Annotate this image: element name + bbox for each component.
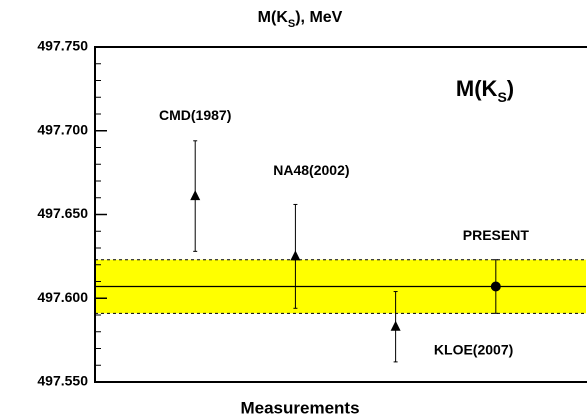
y-tick-label: 497.550 <box>37 373 88 389</box>
title-sub: S <box>288 18 295 30</box>
title-part: M(K <box>258 9 289 26</box>
chart-title: M(KS), MeV <box>258 9 343 30</box>
point-label: NA48(2002) <box>273 162 349 178</box>
point-label: PRESENT <box>463 227 530 243</box>
inset-sub: S <box>497 89 506 105</box>
marker <box>490 281 501 292</box>
y-tick-label: 497.650 <box>37 205 88 221</box>
point-label: CMD(1987) <box>159 107 231 123</box>
title-part: ), MeV <box>295 9 342 26</box>
inset-label: M(KS) <box>456 76 514 105</box>
y-tick-label: 497.700 <box>37 121 88 137</box>
point-label: KLOE(2007) <box>434 341 513 357</box>
inset-part: M(K <box>456 76 498 101</box>
y-tick-label: 497.750 <box>37 38 88 54</box>
marker <box>390 320 401 331</box>
y-tick-label: 497.600 <box>37 289 88 305</box>
marker <box>290 250 301 261</box>
inset-part: ) <box>507 76 514 101</box>
marker <box>190 190 201 201</box>
x-axis-label: Measurements <box>240 398 359 417</box>
